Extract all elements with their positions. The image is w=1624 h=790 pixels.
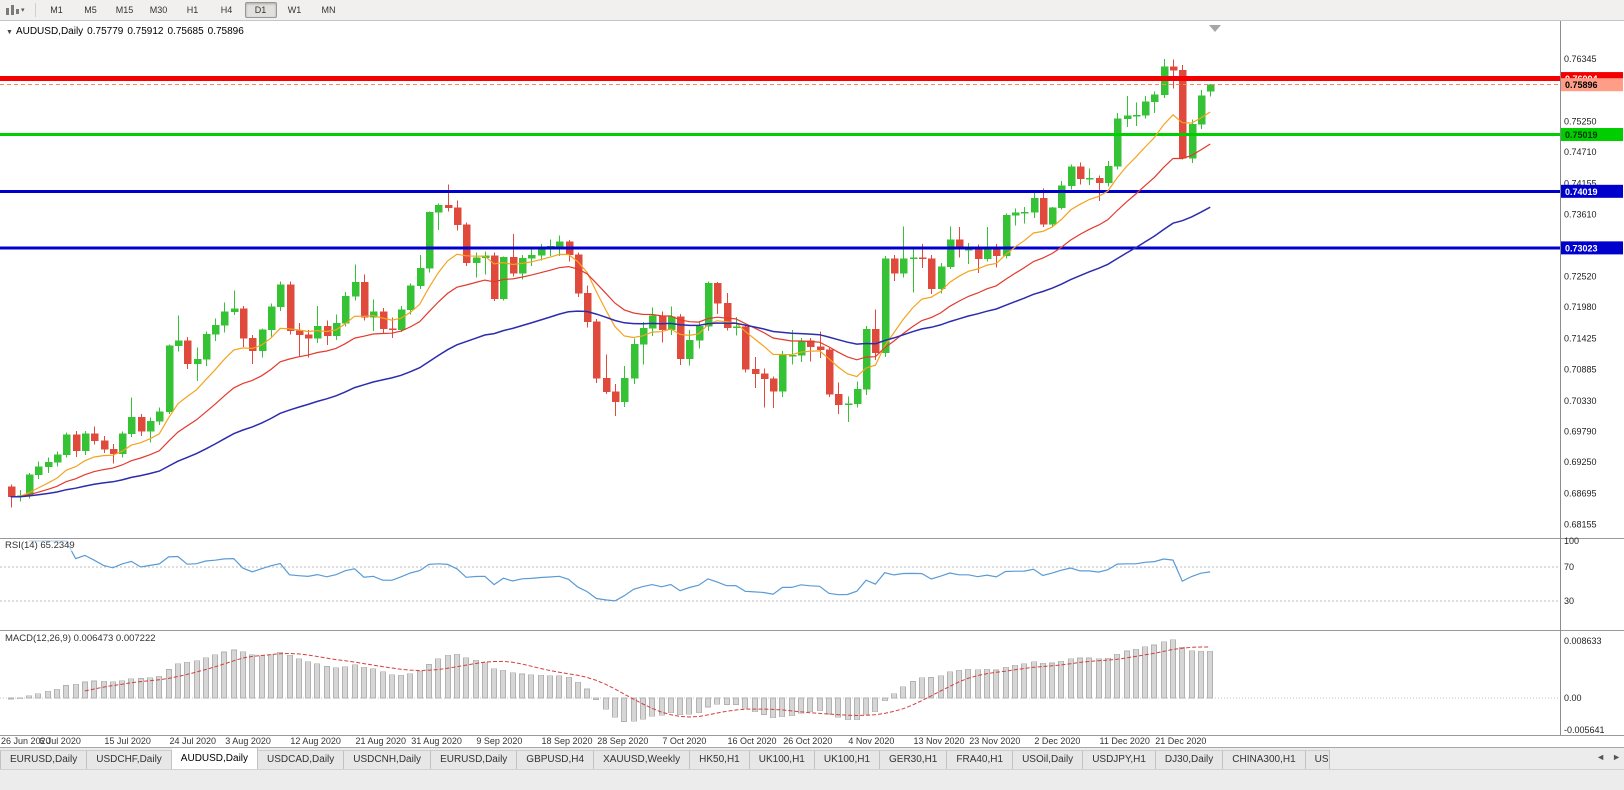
svg-text:30: 30 [1564,596,1574,606]
toolbar-separator [34,3,36,17]
timeframe-toolbar: ▾ M1 M5 M15 M30 H1 H4 D1 W1 MN [0,0,1624,21]
date-label: 24 Jul 2020 [169,736,217,746]
chart-tab-hk50-h1[interactable]: HK50,H1 [690,750,750,769]
date-label: 31 Aug 2020 [411,736,462,746]
svg-text:100: 100 [1564,536,1579,546]
date-label: 7 Oct 2020 [662,736,707,746]
timeframe-buttons: M1 M5 M15 M30 H1 H4 D1 W1 MN [40,2,346,18]
date-label: 15 Jul 2020 [104,736,151,746]
tab-scroll-arrows: ◄ ► [1596,752,1621,762]
timeframe-button-m30[interactable]: M30 [149,5,168,15]
chart-tab-china300-h1[interactable]: CHINA300,H1 [1223,750,1306,769]
chart-tab-uk100-h1[interactable]: UK100,H1 [814,750,881,769]
svg-text:0.68695: 0.68695 [1564,489,1597,499]
collapse-arrow-icon[interactable]: ▼ [6,29,13,36]
date-axis: 26 Jun 2020 6 Jul 2020 15 Jul 2020 24 Jul 2… [0,736,1624,747]
date-label: 13 Nov 2020 [913,736,965,746]
svg-text:0.74155: 0.74155 [1564,179,1597,189]
svg-text:0.73610: 0.73610 [1564,210,1597,220]
svg-text:-0.005641: -0.005641 [1564,725,1605,735]
open-value: 0.75779 [87,26,124,37]
chart-tab-usdcad-daily[interactable]: USDCAD,Daily [258,750,345,769]
date-label: 3 Aug 2020 [225,736,271,746]
chart-tab-uk100-h1[interactable]: UK100,H1 [749,750,815,769]
timeframe-button-mn[interactable]: MN [321,5,336,15]
chart-tab-fra40-h1[interactable]: FRA40,H1 [947,750,1014,769]
date-label: 26 Oct 2020 [783,736,833,746]
date-label: 28 Sep 2020 [597,736,649,746]
date-label: 23 Nov 2020 [969,736,1021,746]
date-label: 4 Nov 2020 [848,736,895,746]
svg-text:0.75250: 0.75250 [1564,116,1597,126]
timeframe-button-m5[interactable]: M5 [84,5,97,15]
low-value: 0.75685 [167,26,204,37]
price-chart-canvas[interactable]: 0.76345 0.75250 0.74710 0.74155 0.73610 0.730… [0,21,1624,747]
macd-indicator-label: MACD(12,26,9) 0.006473 0.007222 [5,633,156,644]
date-label: 26 Jun 2020 [1,736,51,746]
symbol-period-label: AUDUSD,Daily [15,26,84,37]
timeframe-button-h1[interactable]: H1 [186,5,199,15]
svg-text:0.69790: 0.69790 [1564,426,1597,436]
date-label: 21 Dec 2020 [1155,736,1207,746]
chart-tab-usdcnh-daily[interactable]: USDCNH,Daily [344,750,432,769]
chart-area[interactable]: 0.76345 0.75250 0.74710 0.74155 0.73610 0.730… [0,21,1624,747]
svg-text:0.74710: 0.74710 [1564,147,1597,157]
date-label: 6 Jul 2020 [39,736,81,746]
tab-scroll-left-button[interactable]: ◄ [1596,752,1606,762]
svg-text:0.72520: 0.72520 [1564,271,1597,281]
chart-tab-ger30-h1[interactable]: GER30,H1 [880,750,948,769]
chart-tab-usoil-daily[interactable]: USOil,Daily [1013,750,1084,769]
svg-text:0.00: 0.00 [1564,693,1582,703]
status-strip [0,769,1624,790]
timeframe-button-m15[interactable]: M15 [115,5,134,15]
chart-tab-usdchf-daily[interactable]: USDCHF,Daily [87,750,172,769]
timeframe-button-h4[interactable]: H4 [220,5,233,15]
mini-chart-icon [6,4,19,15]
date-label: 9 Sep 2020 [476,736,523,746]
svg-text:0.68155: 0.68155 [1564,519,1597,529]
tab-scroll-right-button[interactable]: ► [1612,752,1621,762]
svg-text:0.70330: 0.70330 [1564,396,1597,406]
close-value: 0.75896 [207,26,244,37]
svg-text:0.76345: 0.76345 [1564,54,1597,64]
date-label: 21 Aug 2020 [355,736,407,746]
date-label: 16 Oct 2020 [727,736,777,746]
dropdown-caret-icon: ▾ [21,7,25,14]
svg-text:0.75019: 0.75019 [1565,130,1598,140]
chart-tab-audusd-daily[interactable]: AUDUSD,Daily [171,748,259,769]
timeframe-button-d1[interactable]: D1 [244,2,277,18]
chart-tab-eurusd-daily[interactable]: EURUSD,Daily [0,750,88,769]
svg-text:0.70885: 0.70885 [1564,364,1597,374]
date-label: 2 Dec 2020 [1034,736,1081,746]
svg-text:0.69250: 0.69250 [1564,457,1597,467]
svg-text:0.75896: 0.75896 [1565,80,1598,90]
date-label: 11 Dec 2020 [1099,736,1150,746]
chart-type-icon[interactable]: ▾ [3,2,27,19]
date-label: 18 Sep 2020 [541,736,593,746]
svg-text:0.73023: 0.73023 [1565,243,1598,253]
svg-text:0.008633: 0.008633 [1564,636,1602,646]
svg-text:70: 70 [1564,562,1574,572]
rsi-indicator-label: RSI(14) 65.2349 [5,540,75,551]
chart-tab-dj30-daily[interactable]: DJ30,Daily [1155,750,1224,769]
ohlc-header: ▼ AUDUSD,Daily 0.75779 0.75912 0.75685 0.7589… [6,26,248,37]
chart-tab-usdjpy-h1[interactable]: USDJPY,H1 [1083,750,1156,769]
svg-text:0.71425: 0.71425 [1564,334,1597,344]
timeframe-button-m1[interactable]: M1 [50,5,63,15]
chart-tab-gbpusd-h4[interactable]: GBPUSD,H4 [517,750,595,769]
chart-tab-xauusd-weekly[interactable]: XAUUSD,Weekly [594,750,691,769]
svg-text:0.74019: 0.74019 [1565,187,1598,197]
timeframe-button-w1[interactable]: W1 [287,5,302,15]
chart-tabs-bar: EURUSD,Daily USDCHF,Daily AUDUSD,Daily USDC… [0,747,1624,769]
chart-tab-us[interactable]: US [1305,750,1330,769]
date-label: 12 Aug 2020 [290,736,341,746]
high-value: 0.75912 [127,26,164,37]
chart-tab-eurusd-daily[interactable]: EURUSD,Daily [431,750,518,769]
svg-text:0.71980: 0.71980 [1564,302,1597,312]
